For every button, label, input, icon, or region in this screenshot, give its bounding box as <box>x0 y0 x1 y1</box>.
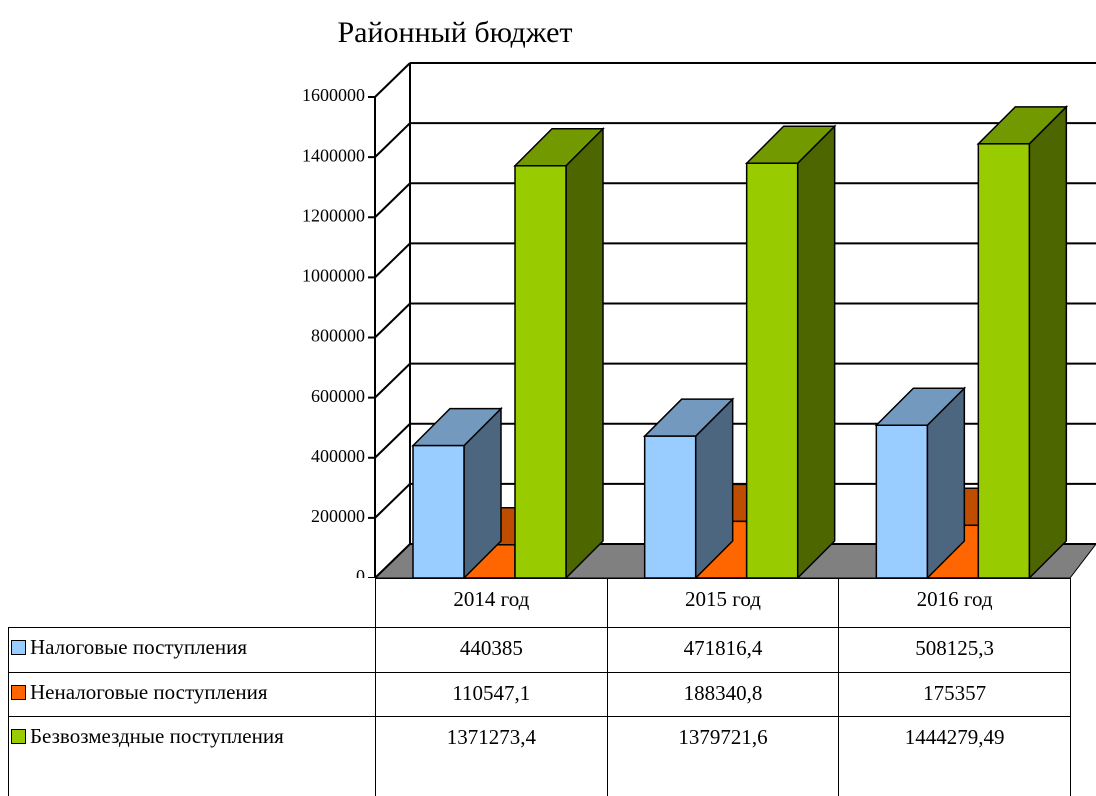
legend-entry: Неналоговые поступления <box>8 672 376 717</box>
legend-entry: Безвозмездные поступления <box>8 716 376 796</box>
y-tick-label: 1600000 <box>302 85 365 105</box>
chart-title: Районный бюджет <box>337 16 572 49</box>
plot: Районный бюджет 0 200000 400000 600000 80000… <box>302 16 1096 578</box>
data-label: 471816,4 <box>606 627 840 673</box>
legend-swatch <box>11 685 26 700</box>
data-label: 175357 <box>838 672 1071 717</box>
bar-side <box>796 124 836 578</box>
y-tick-label: 800000 <box>311 326 365 346</box>
series-row: Налоговые поступления 440385 471816,4 50812… <box>8 627 1071 673</box>
grid-line <box>374 122 411 158</box>
series-row: Неналоговые поступления 110547,1 188340,8 1… <box>8 672 1071 717</box>
data-label: 110547,1 <box>375 672 608 717</box>
data-label: 1379721,6 <box>606 716 840 796</box>
grid-line <box>374 242 411 279</box>
x-tick-label: 2016 год <box>838 578 1071 628</box>
legend-label: Неналоговые поступления <box>30 680 268 704</box>
grid-line <box>374 182 411 218</box>
y-tick-label: 400000 <box>311 446 365 466</box>
y-tick-label: 1000000 <box>302 266 365 286</box>
x-tick-label: 2015 год <box>606 578 840 628</box>
data-label: 440385 <box>375 627 608 673</box>
blank-cell <box>8 578 376 628</box>
bar-side <box>1028 105 1068 578</box>
data-label: 508125,3 <box>838 627 1071 673</box>
bar <box>745 162 799 578</box>
grid-line <box>374 302 411 339</box>
grid-line <box>374 362 411 399</box>
legend-label: Налоговые поступления <box>30 635 247 659</box>
legend-label: Безвозмездные поступления <box>30 724 284 748</box>
bar <box>977 143 1031 578</box>
y-tick-label: 1200000 <box>302 205 365 225</box>
y-tick-label: 0 <box>356 566 365 578</box>
legend-swatch <box>11 729 26 744</box>
grid-line <box>374 423 411 459</box>
series-row: Безвозмездные поступления 1371273,4 137972… <box>8 716 1071 796</box>
grid-line <box>374 483 411 519</box>
legend-entry: Налоговые поступления <box>8 627 376 673</box>
header-row: 2014 год 2015 год 2016 год <box>8 578 1071 628</box>
bar <box>412 444 465 578</box>
bar <box>514 165 567 578</box>
y-tick-label: 200000 <box>311 506 365 526</box>
data-table: 2014 год 2015 год 2016 год Налоговые поступ… <box>8 578 1071 796</box>
x-tick-label: 2014 год <box>375 578 608 628</box>
y-tick-label: 1400000 <box>302 145 365 165</box>
bar <box>875 424 929 578</box>
grid-line <box>374 543 411 578</box>
bar-side <box>565 126 604 578</box>
bar <box>643 435 697 578</box>
y-tick-label: 600000 <box>311 386 365 406</box>
legend-swatch <box>11 640 26 655</box>
data-label: 188340,8 <box>606 672 840 717</box>
grid-line <box>374 62 411 98</box>
data-label: 1444279,49 <box>838 716 1071 796</box>
data-label: 1371273,4 <box>375 716 608 796</box>
